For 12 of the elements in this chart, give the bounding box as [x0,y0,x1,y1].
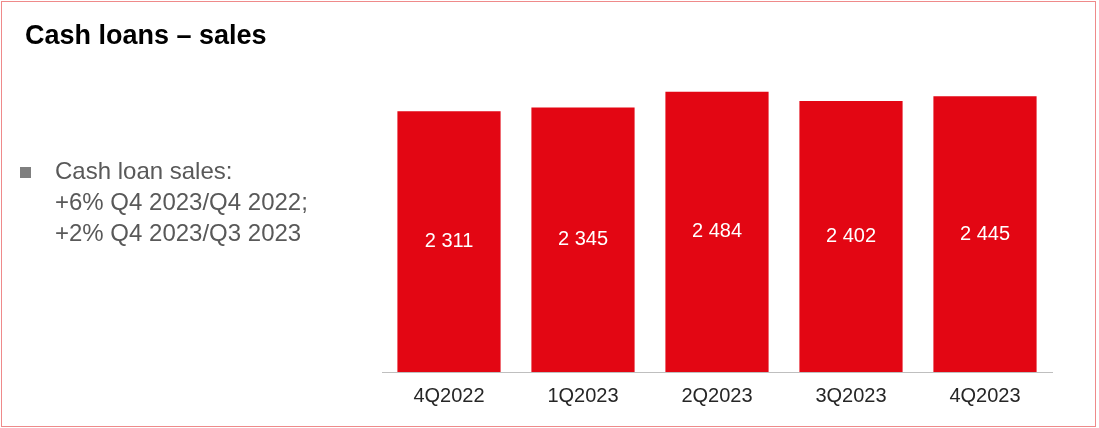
x-tick-label: 3Q2023 [815,383,887,406]
x-tick-label: 2Q2023 [681,383,753,406]
text: Cash loan sales: +6% Q4 2023/Q4 2022; +2% Q4 2023/Q3 2023 [55,156,308,248]
text: Cash loans – sales [25,20,267,51]
data-label: 2 445 [959,221,1011,244]
data-label: 2 311 [424,229,474,252]
x-tick-label: 4Q2022 [413,383,485,406]
x-tick-label: 4Q2023 [949,383,1021,406]
data-label: 2 402 [825,224,877,247]
x-tick-label: 1Q2023 [547,383,619,406]
data-label: 2 345 [557,227,609,250]
data-label: 2 484 [691,219,743,242]
